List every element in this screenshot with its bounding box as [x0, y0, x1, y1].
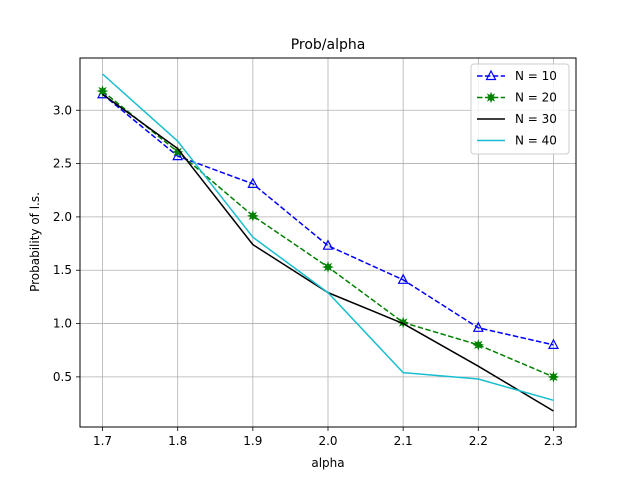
data-point	[472, 321, 484, 332]
x-axis-ticks: 1.7 1.8 1.9 2.0 2.1 2.2 2.3	[93, 427, 563, 448]
legend-entry: N = 30	[515, 112, 557, 126]
x-tick-label: 1.9	[243, 434, 262, 448]
series-layer	[96, 73, 560, 412]
data-point	[247, 177, 259, 188]
legend: N = 10 N = 20 N = 30 N = 40	[470, 63, 570, 155]
x-tick-label: 2.0	[318, 434, 337, 448]
data-point	[96, 85, 109, 97]
data-point	[547, 371, 560, 383]
series-2	[96, 85, 560, 383]
legend-box	[470, 63, 570, 155]
x-tick-label: 1.7	[93, 434, 112, 448]
x-tick-label: 2.3	[544, 434, 563, 448]
data-point	[397, 273, 409, 284]
y-tick-label: 2.5	[53, 157, 72, 171]
chart-title: Prob/alpha	[291, 37, 366, 53]
y-tick-label: 2.0	[53, 210, 72, 224]
legend-entry: N = 20	[515, 91, 557, 105]
x-axis-label: alpha	[311, 456, 344, 470]
x-tick-label: 2.1	[394, 434, 413, 448]
y-tick-label: 1.5	[53, 263, 72, 277]
legend-marker	[485, 91, 497, 104]
legend-entry: N = 40	[515, 134, 557, 148]
data-point	[322, 261, 334, 273]
data-point	[472, 338, 485, 351]
x-tick-label: 2.2	[469, 434, 488, 448]
y-tick-label: 1.0	[53, 317, 72, 331]
y-tick-label: 0.5	[53, 370, 72, 384]
y-axis-label: Probability of l.s.	[28, 192, 42, 292]
series-4	[102, 73, 554, 402]
y-tick-label: 3.0	[53, 103, 72, 117]
legend-marker	[485, 69, 497, 81]
data-point	[171, 145, 184, 158]
data-point	[322, 239, 334, 250]
series-line	[102, 73, 554, 402]
data-point	[547, 338, 559, 349]
data-point	[246, 209, 259, 222]
y-axis-ticks: 0.5 1.0 1.5 2.0 2.5 3.0	[53, 103, 80, 384]
legend-entry: N = 10	[515, 69, 557, 83]
x-tick-label: 1.8	[168, 434, 187, 448]
data-point	[172, 149, 184, 161]
